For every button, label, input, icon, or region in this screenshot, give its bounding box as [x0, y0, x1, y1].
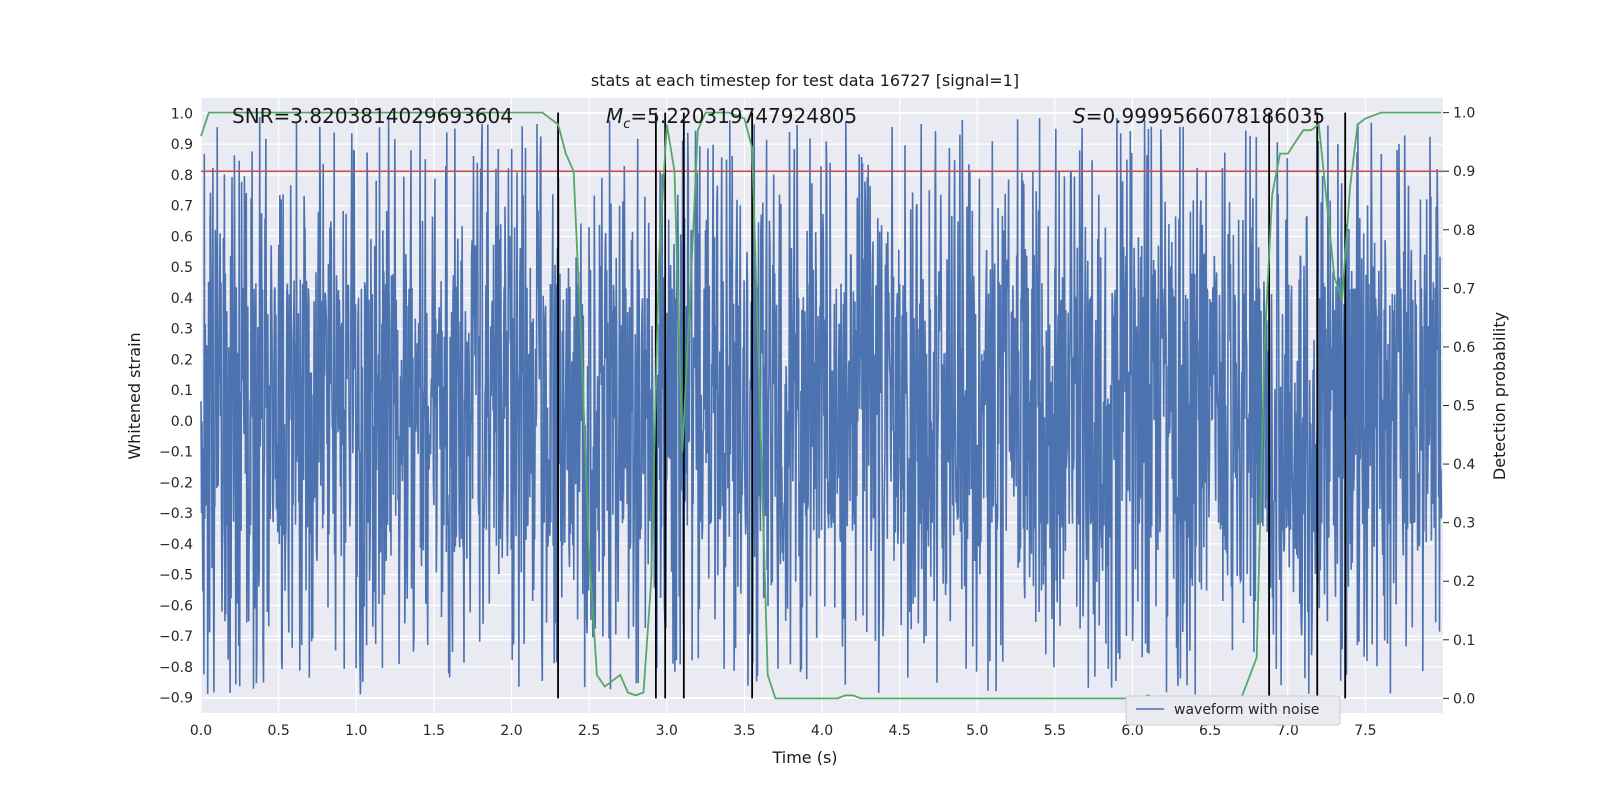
y-tick-label: 0.0 — [171, 414, 193, 430]
y2-tick-label: 0.8 — [1453, 223, 1475, 239]
x-tick-label: 0.5 — [267, 723, 289, 739]
y2-tick-label: 0.2 — [1453, 574, 1475, 590]
legend-entry-waveform: waveform with noise — [1174, 702, 1319, 718]
x-axis-label: Time (s) — [771, 748, 837, 767]
x-axis-ticks: 0.0 0.5 1.0 1.5 2.0 2.5 3.0 3.5 4.0 4.5 5.0 5.5 6.0 6… — [190, 723, 1377, 739]
y-tick-label: −0.2 — [159, 475, 193, 491]
x-tick-label: 4.5 — [888, 723, 910, 739]
x-tick-label: 4.0 — [811, 723, 833, 739]
x-tick-label: 6.0 — [1121, 723, 1143, 739]
chirp-mass-symbol: M — [606, 104, 623, 128]
chirp-mass-value: =5.220319747924805 — [630, 104, 857, 128]
x-tick-label: 7.0 — [1277, 723, 1299, 739]
y-tick-label: −0.1 — [159, 445, 193, 461]
waveform-series-line — [200, 116, 1443, 695]
chart-marks — [200, 111, 1443, 700]
y-tick-label: −0.3 — [159, 506, 193, 522]
y-tick-label: −0.6 — [159, 598, 193, 614]
y-tick-label: −0.7 — [159, 629, 193, 645]
y-tick-label: 0.4 — [171, 291, 193, 307]
y-axis-ticks: 1.0 0.9 0.8 0.7 0.6 0.5 0.4 0.3 0.2 0.1 0.0 −0.1 −0.… — [159, 106, 193, 706]
y-tick-label: 0.6 — [171, 229, 193, 245]
y-tick-label: 0.3 — [171, 322, 193, 338]
y-tick-label: 0.9 — [171, 137, 193, 153]
x-tick-label: 7.5 — [1354, 723, 1376, 739]
x-tick-label: 0.0 — [190, 723, 212, 739]
y2-axis-label: Detection probability — [1490, 312, 1509, 480]
y-tick-label: −0.9 — [159, 691, 193, 707]
y2-tick-label: 0.3 — [1453, 516, 1475, 532]
x-tick-label: 2.5 — [578, 723, 600, 739]
chirp-mass-subscript: c — [623, 117, 630, 132]
score-value: =0.9999566078186035 — [1086, 104, 1325, 128]
y-tick-label: 1.0 — [171, 106, 193, 122]
x-tick-label: 5.0 — [966, 723, 988, 739]
x-tick-label: 1.0 — [345, 723, 367, 739]
y2-axis-ticks: 1.0 0.9 0.8 0.7 0.6 0.5 0.4 0.3 0.2 0.1 0.0 — [1443, 106, 1475, 707]
y-tick-label: −0.5 — [159, 568, 193, 584]
detection-probability-line — [200, 111, 1442, 700]
chirp-mass-annotation: Mc=5.220319747924805 — [606, 104, 857, 132]
y-tick-label: 0.7 — [171, 199, 193, 215]
y2-tick-label: 0.6 — [1453, 340, 1475, 356]
x-tick-label: 1.5 — [423, 723, 445, 739]
chart-title: stats at each timestep for test data 167… — [591, 71, 1019, 90]
x-tick-label: 2.0 — [500, 723, 522, 739]
y2-tick-label: 0.5 — [1453, 399, 1475, 415]
y-tick-label: −0.8 — [159, 660, 193, 676]
x-tick-label: 3.0 — [656, 723, 678, 739]
x-tick-label: 6.5 — [1199, 723, 1221, 739]
snr-annotation: SNR=3.8203814029693604 — [232, 104, 513, 128]
y2-tick-label: 0.4 — [1453, 457, 1475, 473]
legend-box — [1125, 695, 1341, 726]
y-tick-label: 0.5 — [171, 260, 193, 276]
x-tick-label: 3.5 — [733, 723, 755, 739]
legend: waveform with noise — [1125, 695, 1341, 726]
y-tick-label: 0.2 — [171, 352, 193, 368]
y2-tick-label: 0.1 — [1453, 633, 1475, 649]
x-tick-label: 5.5 — [1044, 723, 1066, 739]
score-annotation: S=0.9999566078186035 — [1073, 104, 1325, 128]
score-symbol: S — [1073, 104, 1086, 128]
y2-tick-label: 0.9 — [1453, 164, 1475, 180]
y2-tick-label: 0.7 — [1453, 281, 1475, 297]
y-tick-label: 0.8 — [171, 168, 193, 184]
y2-tick-label: 0.0 — [1453, 691, 1475, 707]
y-tick-label: 0.1 — [171, 383, 193, 399]
y-tick-label: −0.4 — [159, 537, 193, 553]
y-axis-label: Whitened strain — [125, 332, 144, 459]
plot-area — [200, 98, 1443, 713]
y2-tick-label: 1.0 — [1453, 106, 1475, 122]
